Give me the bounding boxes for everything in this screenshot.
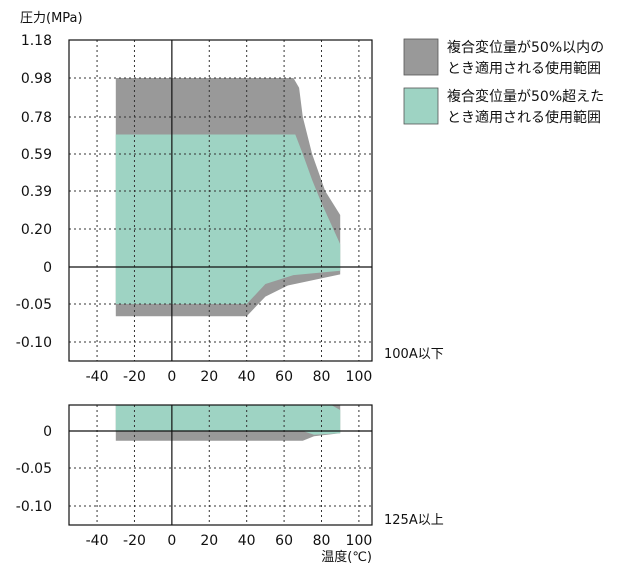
x-tick-label: -20 <box>123 369 146 385</box>
x-tick-label: 0 <box>167 533 176 549</box>
x-tick-label: 100 <box>346 369 373 385</box>
panel-100a-or-less: 1.18 0.98 0.78 0.59 0.39 0.20 0 -0.05 -0.10 -40 -2… <box>16 33 373 385</box>
x-tick-label: 60 <box>275 369 293 385</box>
panel-label-125a-or-more: 125A以上 <box>384 513 444 528</box>
plot-frame <box>68 39 373 362</box>
legend-swatch-over-50 <box>403 87 439 125</box>
x-tick-label: 20 <box>200 533 218 549</box>
legend-label-within-50-line1: 複合変位量が50%以内の <box>447 39 604 56</box>
x-tick-label: -40 <box>86 369 109 385</box>
region-over-50-percent <box>115 405 341 435</box>
x-tick-label: 40 <box>238 533 256 549</box>
y-tick-label: 0.20 <box>21 222 52 238</box>
y-tick-label: 0 <box>43 260 52 276</box>
x-tick-label: 20 <box>200 369 218 385</box>
y-tick-label: 0.39 <box>21 184 52 200</box>
legend-label-within-50-line2: とき適用される使用範囲 <box>447 60 601 77</box>
x-tick-label: 80 <box>313 533 331 549</box>
legend-label-over-50-line2: とき適用される使用範囲 <box>447 109 601 126</box>
legend: 複合変位量が50%以内の とき適用される使用範囲 複合変位量が50%超えた とき… <box>403 38 604 126</box>
y-tick-label: 0.78 <box>21 110 52 126</box>
x-tick-label: 60 <box>275 533 293 549</box>
x-tick-label: 100 <box>346 533 373 549</box>
legend-swatch-within-50 <box>403 38 439 76</box>
x-tick-label: 80 <box>313 369 331 385</box>
y-axis-title: 圧力(MPa) <box>20 11 83 26</box>
y-tick-label: -0.10 <box>16 335 52 351</box>
y-tick-label: 1.18 <box>21 33 52 49</box>
x-axis-title: 温度(℃) <box>321 549 372 565</box>
plot-frame <box>68 404 373 526</box>
y-tick-label: -0.10 <box>16 499 52 515</box>
y-tick-label: 0.59 <box>21 147 52 163</box>
y-tick-label: -0.05 <box>16 461 52 477</box>
x-tick-label: 0 <box>167 369 176 385</box>
y-tick-label: -0.05 <box>16 297 52 313</box>
panel-125a-or-more: 0 -0.05 -0.10 -40 -20 0 20 40 60 80 100 <box>16 404 373 549</box>
x-tick-label: -40 <box>86 533 109 549</box>
panel-label-100a-or-less: 100A以下 <box>384 347 444 362</box>
x-tick-label: 40 <box>238 369 256 385</box>
x-tick-label: -20 <box>123 533 146 549</box>
legend-label-over-50-line1: 複合変位量が50%超えた <box>447 88 604 105</box>
y-tick-label: 0 <box>43 424 52 440</box>
y-tick-label: 0.98 <box>21 71 52 87</box>
